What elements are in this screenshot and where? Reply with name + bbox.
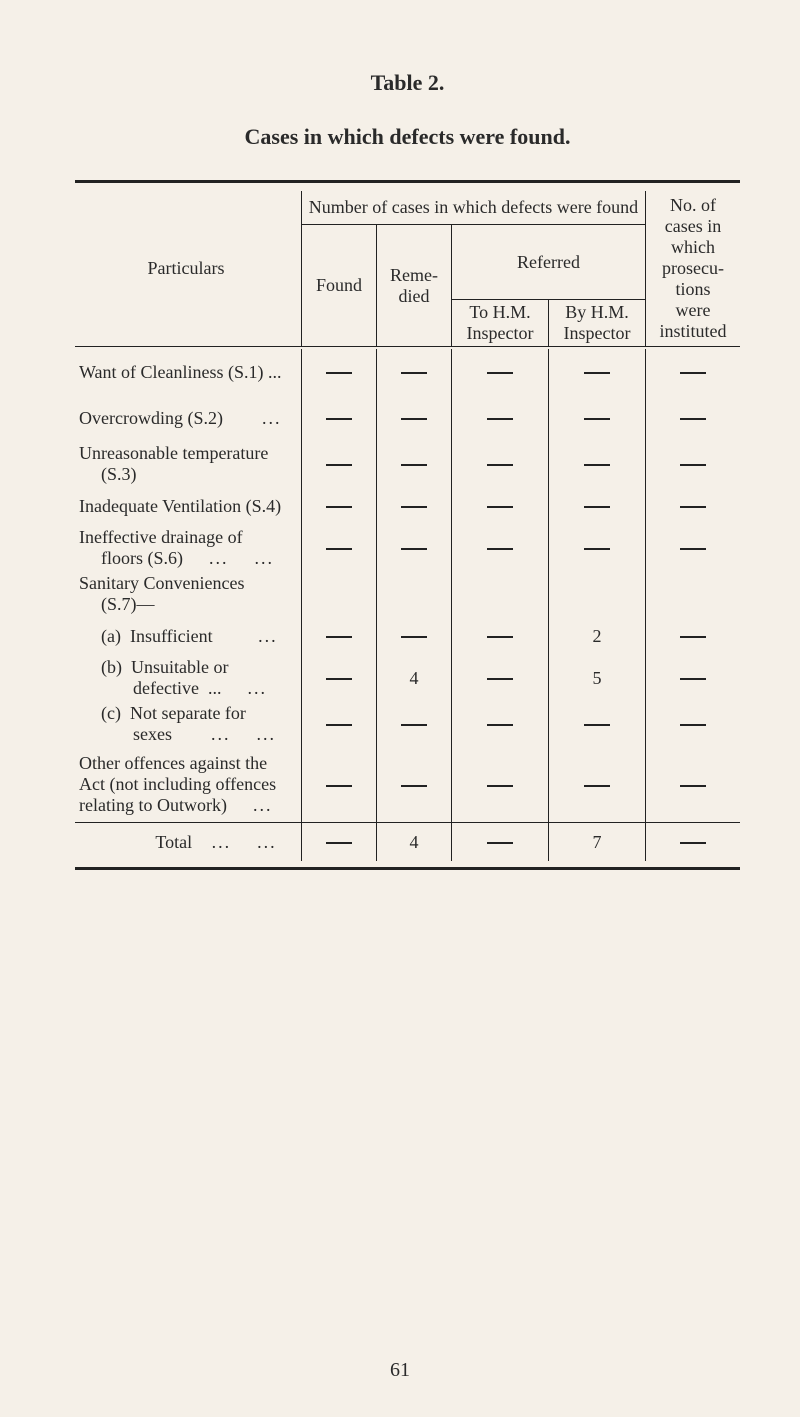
cell-value: 7 xyxy=(593,832,602,852)
row-label: (b) Unsuitable ordefective ... ... xyxy=(79,657,267,698)
header-to-hm: To H.M. Inspector xyxy=(467,302,534,343)
dash-icon xyxy=(680,372,706,374)
dash-icon xyxy=(326,506,352,508)
header-prosecutions: No. ofcases inwhichprosecu-tionswereinst… xyxy=(660,195,727,341)
dash-icon xyxy=(487,548,513,550)
header-by-hm: By H.M. Inspector xyxy=(564,302,631,343)
dash-icon xyxy=(680,842,706,844)
dash-icon xyxy=(326,418,352,420)
row-label: Other offences against theAct (not inclu… xyxy=(79,753,276,815)
table-number-heading: Table 2. xyxy=(75,70,740,96)
total-row: Total ... ... 4 7 xyxy=(75,823,740,862)
dash-icon xyxy=(680,636,706,638)
dash-icon xyxy=(401,418,427,420)
dash-icon xyxy=(401,372,427,374)
dash-icon xyxy=(584,506,610,508)
dash-icon xyxy=(584,785,610,787)
dash-icon xyxy=(487,418,513,420)
dash-icon xyxy=(584,372,610,374)
row-label: Sanitary Conveniences(S.7)— xyxy=(79,573,244,614)
table-row: (b) Unsuitable ordefective ... ... 4 5 xyxy=(75,655,740,701)
dash-icon xyxy=(326,724,352,726)
dash-icon xyxy=(487,636,513,638)
cell-value: 4 xyxy=(410,668,419,688)
table-row: Unreasonable temperature(S.3) xyxy=(75,441,740,487)
dash-icon xyxy=(680,785,706,787)
dash-icon xyxy=(401,724,427,726)
dash-icon xyxy=(487,678,513,680)
table-row: Sanitary Conveniences(S.7)— xyxy=(75,571,740,617)
table-row: Ineffective drainage offloors (S.6) ... … xyxy=(75,525,740,571)
dash-icon xyxy=(680,678,706,680)
header-referred: Referred xyxy=(517,252,580,272)
dash-icon xyxy=(487,372,513,374)
table-caption: Cases in which defects were found. xyxy=(75,124,740,150)
dash-icon xyxy=(401,548,427,550)
dash-icon xyxy=(584,724,610,726)
cell-value: 4 xyxy=(410,832,419,852)
defects-table: Particulars Number of cases in which def… xyxy=(75,180,740,870)
dash-icon xyxy=(326,785,352,787)
dash-icon xyxy=(326,678,352,680)
dash-icon xyxy=(401,785,427,787)
dash-icon xyxy=(487,464,513,466)
header-number-group: Number of cases in which defects were fo… xyxy=(309,197,638,217)
header-remedied: Reme-died xyxy=(390,265,438,306)
cell-value: 5 xyxy=(593,668,602,688)
dash-icon xyxy=(680,506,706,508)
row-label: Unreasonable temperature(S.3) xyxy=(79,443,268,484)
dash-icon xyxy=(487,724,513,726)
dash-icon xyxy=(487,842,513,844)
dash-icon xyxy=(680,548,706,550)
table-row: Other offences against theAct (not inclu… xyxy=(75,747,740,823)
header-particulars: Particulars xyxy=(148,258,225,278)
row-label: Ineffective drainage offloors (S.6) ... … xyxy=(79,527,274,568)
row-label: (a) Insufficient ... xyxy=(79,626,278,646)
table-row: Want of Cleanliness (S.1) ... xyxy=(75,349,740,395)
dash-icon xyxy=(326,372,352,374)
row-label: Overcrowding (S.2) ... xyxy=(79,408,281,428)
page-number: 61 xyxy=(0,1359,800,1382)
dash-icon xyxy=(584,464,610,466)
row-label: (c) Not separate forsexes ... ... xyxy=(79,703,276,744)
dash-icon xyxy=(680,464,706,466)
dash-icon xyxy=(584,418,610,420)
table-row: Inadequate Ventilation (S.4) xyxy=(75,487,740,525)
dash-icon xyxy=(326,548,352,550)
dash-icon xyxy=(401,636,427,638)
table-row: (a) Insufficient ... 2 xyxy=(75,617,740,655)
dash-icon xyxy=(401,464,427,466)
dash-icon xyxy=(680,724,706,726)
dash-icon xyxy=(487,785,513,787)
dash-icon xyxy=(584,548,610,550)
dash-icon xyxy=(680,418,706,420)
dash-icon xyxy=(401,506,427,508)
dash-icon xyxy=(326,636,352,638)
dash-icon xyxy=(487,506,513,508)
dash-icon xyxy=(326,842,352,844)
header-found: Found xyxy=(316,275,362,295)
table-row: (c) Not separate forsexes ... ... xyxy=(75,701,740,747)
dash-icon xyxy=(326,464,352,466)
cell-value: 2 xyxy=(593,626,602,646)
table-row: Overcrowding (S.2) ... xyxy=(75,395,740,441)
total-label: Total ... ... xyxy=(95,832,276,853)
row-label: Inadequate Ventilation (S.4) xyxy=(79,496,281,516)
row-label: Want of Cleanliness (S.1) ... xyxy=(79,362,282,382)
